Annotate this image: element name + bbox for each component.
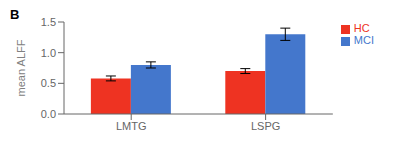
svg-text:1.5: 1.5 [41, 16, 56, 28]
html-text:B: B [10, 7, 20, 22]
svg-text:1.0: 1.0 [41, 47, 56, 59]
svg-text:LMTG: LMTG [116, 120, 147, 132]
svg-text:0.5: 0.5 [41, 77, 56, 89]
svg-text:LSPG: LSPG [251, 120, 280, 132]
html-text:HC: HC [353, 22, 370, 34]
html-text:MCI: MCI [353, 34, 374, 46]
svg-text:0.0: 0.0 [41, 108, 56, 120]
svg-text:mean ALFF: mean ALFF [15, 39, 27, 96]
